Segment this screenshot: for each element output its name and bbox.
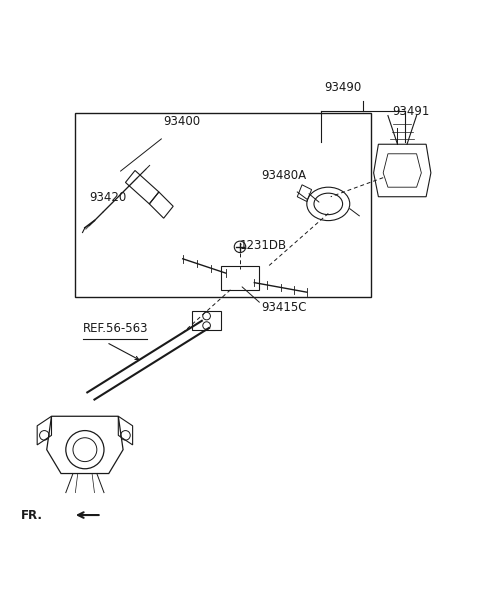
Text: 93480A: 93480A: [262, 169, 307, 183]
Text: 93400: 93400: [164, 115, 201, 128]
Text: 93420: 93420: [90, 191, 127, 204]
Text: FR.: FR.: [21, 509, 42, 522]
Text: 93415C: 93415C: [262, 300, 307, 314]
Text: 93490: 93490: [324, 81, 361, 94]
Text: 93491: 93491: [393, 105, 430, 118]
Text: REF.56-563: REF.56-563: [83, 322, 148, 335]
Text: 1231DB: 1231DB: [240, 238, 287, 251]
